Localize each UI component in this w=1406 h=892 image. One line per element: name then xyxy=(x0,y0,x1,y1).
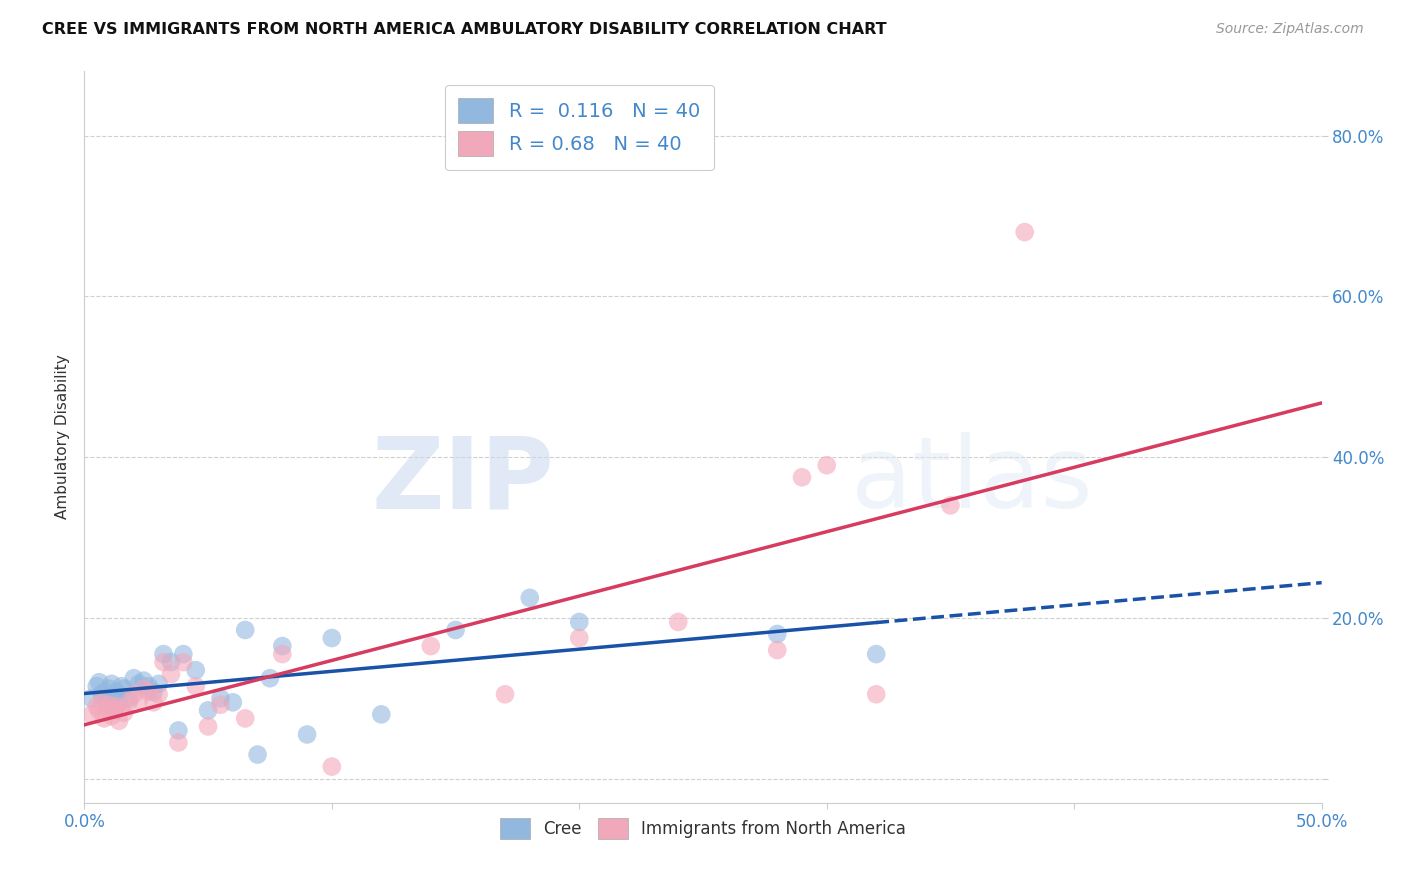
Point xyxy=(89,703,111,717)
Point xyxy=(110,679,132,693)
Point xyxy=(184,679,207,693)
Point xyxy=(271,647,294,661)
Point xyxy=(666,615,689,629)
Point xyxy=(865,687,887,701)
Point xyxy=(152,647,174,661)
Point xyxy=(93,711,115,725)
Point xyxy=(103,703,125,717)
Point xyxy=(98,681,121,696)
Point xyxy=(86,679,108,693)
Point xyxy=(184,663,207,677)
Point xyxy=(90,687,112,701)
Point xyxy=(110,701,132,715)
Point xyxy=(197,719,219,733)
Point xyxy=(766,643,789,657)
Point xyxy=(766,627,789,641)
Point xyxy=(209,698,232,712)
Point xyxy=(138,679,160,693)
Point xyxy=(100,709,122,723)
Point xyxy=(112,706,135,720)
Point xyxy=(209,691,232,706)
Point xyxy=(138,685,160,699)
Point xyxy=(419,639,441,653)
Point xyxy=(197,703,219,717)
Point xyxy=(815,458,838,473)
Point xyxy=(295,727,318,741)
Point xyxy=(105,699,128,714)
Point xyxy=(96,701,118,715)
Point xyxy=(172,647,194,661)
Point xyxy=(86,699,108,714)
Point xyxy=(259,671,281,685)
Point xyxy=(865,647,887,661)
Point xyxy=(321,631,343,645)
Point xyxy=(568,615,591,629)
Point xyxy=(122,671,145,685)
Point xyxy=(233,623,256,637)
Legend: Cree, Immigrants from North America: Cree, Immigrants from North America xyxy=(494,811,912,846)
Point xyxy=(93,685,115,699)
Point xyxy=(112,681,135,696)
Point xyxy=(100,677,122,691)
Point xyxy=(519,591,541,605)
Point xyxy=(90,695,112,709)
Point xyxy=(370,707,392,722)
Point xyxy=(108,695,131,709)
Point xyxy=(167,723,190,738)
Text: ZIP: ZIP xyxy=(371,433,554,530)
Point xyxy=(271,639,294,653)
Point xyxy=(80,691,103,706)
Text: CREE VS IMMIGRANTS FROM NORTH AMERICA AMBULATORY DISABILITY CORRELATION CHART: CREE VS IMMIGRANTS FROM NORTH AMERICA AM… xyxy=(42,22,887,37)
Point xyxy=(494,687,516,701)
Point xyxy=(148,687,170,701)
Point xyxy=(89,675,111,690)
Point xyxy=(118,691,141,706)
Point xyxy=(790,470,813,484)
Point xyxy=(128,693,150,707)
Point xyxy=(132,673,155,688)
Point xyxy=(321,759,343,773)
Point xyxy=(246,747,269,762)
Point xyxy=(103,690,125,704)
Text: Source: ZipAtlas.com: Source: ZipAtlas.com xyxy=(1216,22,1364,37)
Point xyxy=(939,499,962,513)
Point xyxy=(80,707,103,722)
Point xyxy=(122,687,145,701)
Point xyxy=(233,711,256,725)
Point xyxy=(132,681,155,696)
Point xyxy=(444,623,467,637)
Point xyxy=(1014,225,1036,239)
Point xyxy=(142,695,165,709)
Point xyxy=(167,735,190,749)
Text: atlas: atlas xyxy=(852,433,1092,530)
Point xyxy=(118,695,141,709)
Y-axis label: Ambulatory Disability: Ambulatory Disability xyxy=(55,355,70,519)
Point xyxy=(568,631,591,645)
Point xyxy=(160,667,183,681)
Point xyxy=(152,655,174,669)
Point xyxy=(128,677,150,691)
Point xyxy=(108,714,131,728)
Point xyxy=(105,685,128,699)
Point xyxy=(148,677,170,691)
Point xyxy=(172,655,194,669)
Point xyxy=(160,655,183,669)
Point xyxy=(222,695,245,709)
Point xyxy=(96,695,118,709)
Point xyxy=(142,685,165,699)
Point xyxy=(98,698,121,712)
